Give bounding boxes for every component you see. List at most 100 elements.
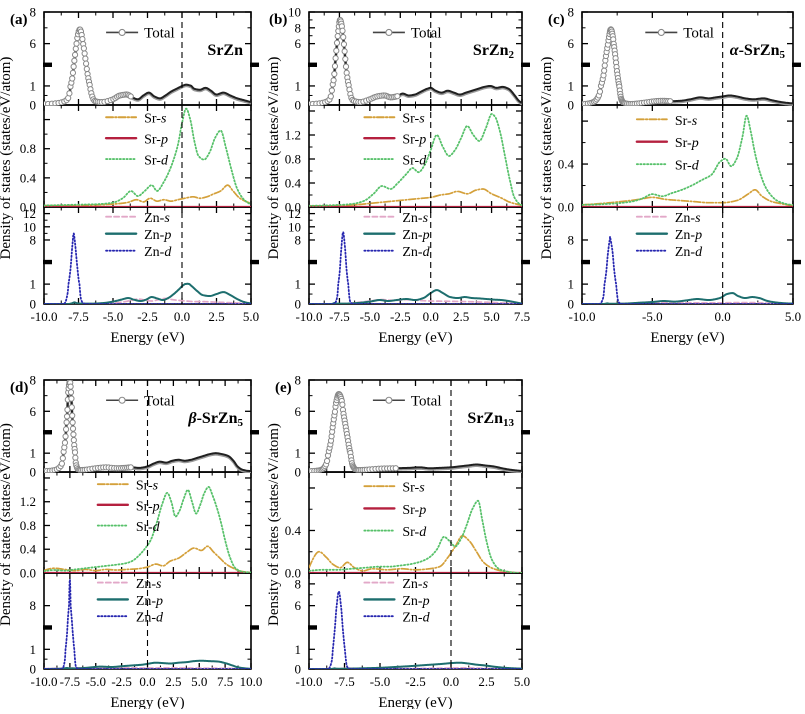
svg-text:Density of states (states/eV/a: Density of states (states/eV/atom): [266, 423, 282, 626]
svg-text:8: 8: [295, 20, 302, 35]
svg-text:6: 6: [568, 36, 575, 51]
svg-text:1: 1: [30, 78, 37, 93]
svg-text:1: 1: [295, 642, 302, 657]
svg-text:-10.0: -10.0: [295, 674, 322, 689]
svg-text:0.0: 0.0: [174, 309, 190, 324]
svg-text:β-SrZn5: β-SrZn5: [187, 410, 243, 429]
svg-text:(c): (c): [548, 12, 565, 28]
svg-text:Total: Total: [683, 25, 714, 41]
svg-text:2.5: 2.5: [453, 309, 469, 324]
svg-text:0.4: 0.4: [558, 157, 575, 172]
svg-text:Total: Total: [411, 25, 442, 41]
svg-text:8: 8: [295, 576, 302, 591]
svg-text:Zn-p: Zn-p: [144, 228, 171, 243]
svg-text:Sr-d: Sr-d: [402, 154, 427, 169]
svg-text:Zn-p: Zn-p: [402, 594, 429, 609]
svg-text:10: 10: [288, 5, 301, 20]
svg-text:-2.5: -2.5: [390, 309, 411, 324]
svg-text:6: 6: [295, 598, 302, 613]
svg-text:-5.0: -5.0: [642, 309, 663, 324]
svg-text:5.0: 5.0: [514, 674, 530, 689]
svg-text:Sr-p: Sr-p: [402, 503, 426, 518]
svg-text:8: 8: [568, 232, 575, 247]
svg-text:6: 6: [30, 36, 37, 51]
svg-text:8: 8: [568, 5, 575, 20]
svg-text:Zn-p: Zn-p: [402, 228, 429, 243]
svg-text:2.5: 2.5: [478, 674, 494, 689]
svg-text:6: 6: [295, 404, 302, 419]
svg-text:2.5: 2.5: [208, 309, 224, 324]
svg-text:0.8: 0.8: [285, 152, 301, 167]
svg-text:-10.0: -10.0: [30, 309, 57, 324]
svg-text:α-SrZn5: α-SrZn5: [730, 42, 786, 61]
svg-text:1: 1: [295, 446, 302, 461]
svg-text:1: 1: [295, 277, 302, 292]
svg-text:0.0: 0.0: [443, 674, 459, 689]
svg-text:-7.5: -7.5: [60, 674, 81, 689]
svg-text:0: 0: [30, 465, 37, 480]
svg-text:Density of states (states/eV/a: Density of states (states/eV/atom): [266, 57, 282, 260]
svg-text:(e): (e): [275, 380, 292, 396]
svg-text:1.2: 1.2: [20, 494, 36, 509]
svg-text:6: 6: [295, 36, 302, 51]
svg-text:Zn-s: Zn-s: [402, 211, 428, 226]
svg-text:8: 8: [30, 232, 37, 247]
svg-text:8: 8: [30, 5, 37, 20]
svg-text:8: 8: [295, 232, 302, 247]
svg-text:0.0: 0.0: [715, 309, 731, 324]
svg-text:Sr-s: Sr-s: [402, 112, 425, 127]
svg-text:7.5: 7.5: [514, 309, 530, 324]
svg-text:Sr-d: Sr-d: [402, 525, 427, 540]
svg-text:7.5: 7.5: [217, 674, 233, 689]
svg-text:(d): (d): [10, 380, 28, 396]
svg-text:Zn-s: Zn-s: [136, 577, 162, 592]
svg-text:0.4: 0.4: [20, 542, 37, 557]
svg-text:12: 12: [23, 206, 36, 221]
svg-text:2.5: 2.5: [165, 674, 181, 689]
svg-text:Energy (eV): Energy (eV): [378, 330, 452, 346]
svg-text:1: 1: [30, 446, 37, 461]
svg-text:Density of states (states/eV/a: Density of states (states/eV/atom): [0, 57, 14, 260]
svg-text:0.8: 0.8: [20, 141, 36, 156]
svg-text:0: 0: [568, 98, 575, 113]
svg-text:Zn-s: Zn-s: [402, 577, 428, 592]
svg-text:Zn-p: Zn-p: [136, 594, 163, 609]
svg-text:Zn-s: Zn-s: [144, 211, 170, 226]
svg-text:Sr-p: Sr-p: [144, 133, 168, 148]
svg-text:Zn-d: Zn-d: [402, 245, 430, 260]
svg-text:5.0: 5.0: [483, 309, 499, 324]
svg-text:10.0: 10.0: [240, 674, 263, 689]
svg-text:1: 1: [30, 642, 37, 657]
svg-text:(b): (b): [269, 12, 287, 28]
svg-text:Sr-s: Sr-s: [144, 112, 167, 127]
svg-text:6: 6: [30, 404, 37, 419]
svg-text:Total: Total: [411, 393, 442, 409]
svg-text:12: 12: [288, 206, 301, 221]
svg-text:SrZn: SrZn: [207, 42, 243, 59]
svg-text:Total: Total: [144, 393, 175, 409]
svg-text:1: 1: [30, 277, 37, 292]
svg-text:0.0: 0.0: [139, 674, 155, 689]
svg-text:8: 8: [295, 373, 302, 388]
svg-text:0.0: 0.0: [558, 200, 574, 215]
svg-text:-7.5: -7.5: [329, 309, 350, 324]
svg-text:0: 0: [295, 465, 302, 480]
svg-text:Energy (eV): Energy (eV): [378, 695, 452, 709]
svg-text:Energy (eV): Energy (eV): [650, 330, 724, 346]
svg-text:Sr-p: Sr-p: [136, 499, 160, 514]
svg-text:Energy (eV): Energy (eV): [110, 695, 184, 709]
svg-text:Sr-p: Sr-p: [675, 136, 699, 151]
svg-text:0.0: 0.0: [423, 309, 439, 324]
svg-text:Energy (eV): Energy (eV): [110, 330, 184, 346]
svg-text:5.0: 5.0: [191, 674, 207, 689]
svg-text:0: 0: [295, 98, 302, 113]
svg-text:-5.0: -5.0: [370, 674, 391, 689]
svg-text:Sr-p: Sr-p: [402, 133, 426, 148]
svg-text:Zn-p: Zn-p: [675, 228, 702, 243]
svg-text:Sr-s: Sr-s: [136, 479, 159, 494]
svg-text:5.0: 5.0: [243, 309, 259, 324]
svg-text:Density of states (states/eV/a: Density of states (states/eV/atom): [0, 423, 14, 626]
svg-text:-7.5: -7.5: [334, 674, 355, 689]
svg-text:0.8: 0.8: [20, 518, 36, 533]
svg-text:-2.5: -2.5: [111, 674, 132, 689]
